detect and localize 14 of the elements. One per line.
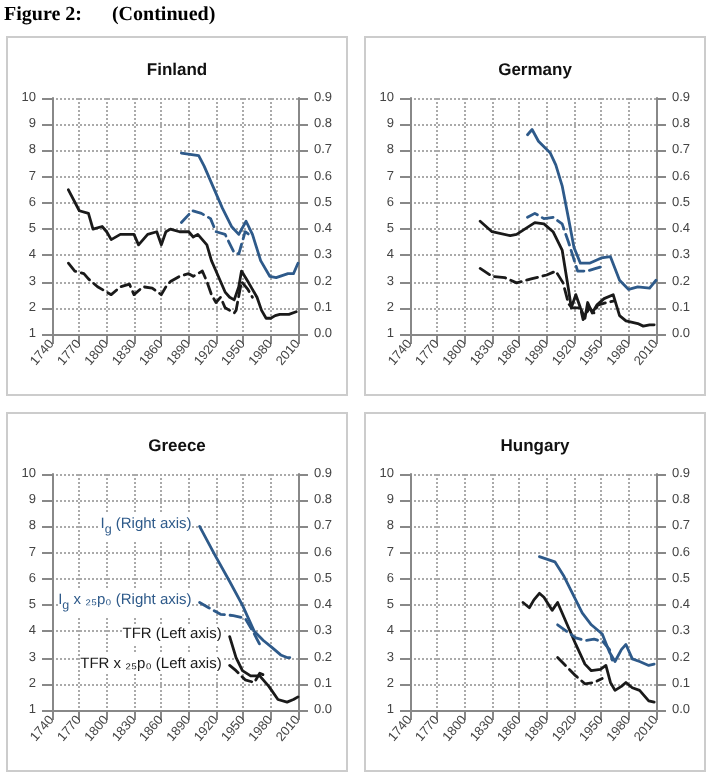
chart-title: Greece <box>148 435 207 455</box>
line-series <box>556 623 614 662</box>
line-series <box>228 635 300 704</box>
caption: Figure 2: (Continued) <box>4 4 216 26</box>
line-series <box>179 151 300 280</box>
chart-title: Germany <box>498 59 573 79</box>
chart-title: Hungary <box>500 435 571 455</box>
line-series <box>526 128 658 291</box>
line-series <box>521 591 656 704</box>
chart-title: Finland <box>146 59 208 79</box>
line-series <box>67 188 298 320</box>
line-series <box>478 219 656 328</box>
line-series <box>537 555 656 667</box>
line-series <box>556 656 604 686</box>
